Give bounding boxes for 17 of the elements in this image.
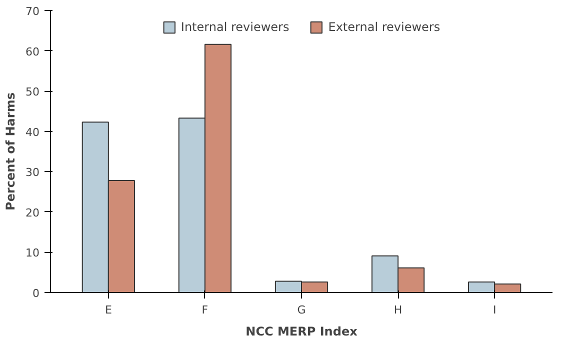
x-tick-label: G	[297, 304, 306, 316]
y-tick-label: 30	[26, 166, 40, 180]
y-tick-label: 0	[32, 287, 40, 300]
y-tick-label: 40	[26, 126, 40, 139]
x-tick-label: I	[492, 304, 496, 316]
y-tick-label: 70	[26, 5, 40, 18]
x-tick-label: F	[202, 304, 208, 316]
x-tick-label: H	[394, 304, 402, 316]
y-tick-label: 10	[26, 246, 40, 260]
y-axis-title: Percent of Harms	[4, 92, 18, 210]
y-tick-label: 50	[26, 86, 40, 99]
legend-label: External reviewers	[328, 20, 440, 34]
x-axis-title: NCC MERP Index	[246, 324, 358, 338]
y-tick-label: 20	[26, 206, 40, 220]
legend-label: Internal reviewers	[180, 20, 290, 34]
y-tick-label: 60	[26, 45, 40, 58]
x-tick-label: E	[104, 304, 112, 316]
